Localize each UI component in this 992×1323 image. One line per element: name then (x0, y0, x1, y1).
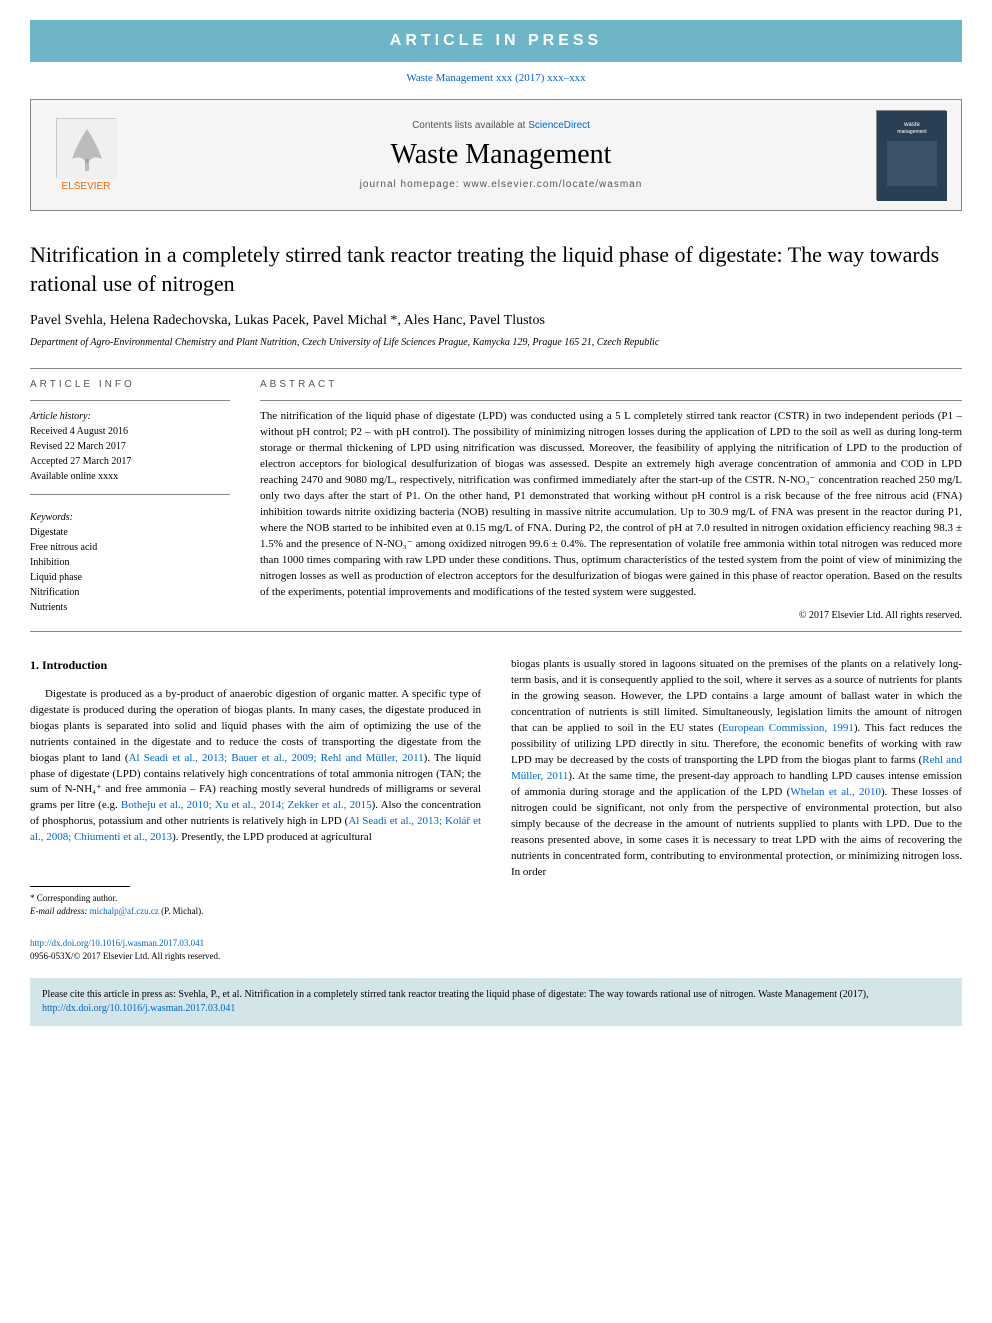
divider-bottom (30, 631, 962, 632)
keywords-divider (30, 494, 230, 495)
revised-date: Revised 22 March 2017 (30, 439, 230, 454)
accepted-date: Accepted 27 March 2017 (30, 454, 230, 469)
body-paragraph: Digestate is produced as a by-product of… (30, 687, 481, 846)
keywords-label: Keywords: (30, 510, 230, 525)
elsevier-label: ELSEVIER (62, 181, 111, 192)
article-info-column: ARTICLE INFO Article history: Received 4… (30, 379, 230, 621)
footer-divider (30, 886, 130, 887)
journal-header-center: Contents lists available at ScienceDirec… (126, 120, 876, 190)
email-line: E-mail address: michalp@af.czu.cz (P. Mi… (30, 905, 481, 918)
keyword-item: Inhibition (30, 555, 230, 570)
journal-header: ELSEVIER Contents lists available at Sci… (30, 99, 962, 211)
keyword-item: Free nitrous acid (30, 540, 230, 555)
divider-top (30, 368, 962, 369)
reference-link[interactable]: Whelan et al., 2010 (790, 786, 881, 798)
authors-line: Pavel Svehla, Helena Radechovska, Lukas … (30, 313, 962, 329)
body-column-right: biogas plants is usually stored in lagoo… (511, 657, 962, 917)
svg-text:management: management (897, 129, 927, 135)
info-abstract-row: ARTICLE INFO Article history: Received 4… (30, 379, 962, 621)
history-label: Article history: (30, 409, 230, 424)
cite-doi-link[interactable]: http://dx.doi.org/10.1016/j.wasman.2017.… (42, 1003, 235, 1014)
affiliation-line: Department of Agro-Environmental Chemist… (30, 337, 962, 348)
corresponding-author: * Corresponding author. (30, 892, 481, 905)
cite-article-box: Please cite this article in press as: Sv… (30, 978, 962, 1026)
elsevier-logo[interactable]: ELSEVIER (46, 110, 126, 200)
issn-copyright: 0956-053X/© 2017 Elsevier Ltd. All right… (30, 950, 962, 963)
journal-title: Waste Management (126, 139, 876, 171)
homepage-line: journal homepage: www.elsevier.com/locat… (126, 179, 876, 190)
info-divider (30, 400, 230, 401)
abstract-divider (260, 400, 962, 401)
email-label: E-mail address: (30, 906, 90, 916)
contents-line: Contents lists available at ScienceDirec… (126, 120, 876, 131)
email-suffix: (P. Michal). (159, 906, 204, 916)
keywords-block: Keywords: Digestate Free nitrous acid In… (30, 510, 230, 615)
body-paragraph: biogas plants is usually stored in lagoo… (511, 657, 962, 880)
keyword-item: Liquid phase (30, 570, 230, 585)
received-date: Received 4 August 2016 (30, 424, 230, 439)
keyword-item: Digestate (30, 525, 230, 540)
copyright-line: © 2017 Elsevier Ltd. All rights reserved… (260, 610, 962, 621)
article-in-press-banner: ARTICLE IN PRESS (30, 20, 962, 62)
abstract-column: ABSTRACT The nitrification of the liquid… (260, 379, 962, 621)
homepage-url[interactable]: www.elsevier.com/locate/wasman (463, 179, 642, 190)
homepage-prefix: journal homepage: (360, 179, 464, 190)
abstract-header: ABSTRACT (260, 379, 962, 390)
cite-text: Please cite this article in press as: Sv… (42, 989, 869, 1000)
available-date: Available online xxxx (30, 469, 230, 484)
doi-footer: http://dx.doi.org/10.1016/j.wasman.2017.… (30, 937, 962, 962)
body-column-left: 1. Introduction Digestate is produced as… (30, 657, 481, 917)
doi-link[interactable]: http://dx.doi.org/10.1016/j.wasman.2017.… (30, 938, 204, 948)
contents-prefix: Contents lists available at (412, 120, 528, 131)
article-info-header: ARTICLE INFO (30, 379, 230, 390)
reference-link[interactable]: European Commission, 1991 (722, 722, 854, 734)
article-title: Nitrification in a completely stirred ta… (30, 241, 962, 298)
journal-cover-thumbnail[interactable]: waste management (876, 110, 946, 200)
email-link[interactable]: michalp@af.czu.cz (90, 906, 159, 916)
citation-top-text[interactable]: Waste Management xxx (2017) xxx–xxx (406, 72, 585, 84)
sciencedirect-link[interactable]: ScienceDirect (528, 120, 590, 131)
history-block: Article history: Received 4 August 2016 … (30, 409, 230, 484)
elsevier-tree-icon (56, 118, 116, 178)
reference-link[interactable]: Botheju et al., 2010; Xu et al., 2014; Z… (121, 799, 372, 811)
page-container: ARTICLE IN PRESS Waste Management xxx (2… (0, 20, 992, 1026)
svg-text:waste: waste (903, 122, 920, 128)
footer-block: * Corresponding author. E-mail address: … (30, 886, 481, 917)
body-columns: 1. Introduction Digestate is produced as… (30, 657, 962, 917)
citation-top-line: Waste Management xxx (2017) xxx–xxx (0, 72, 992, 84)
reference-link[interactable]: Al Seadi et al., 2013; Bauer et al., 200… (129, 752, 424, 764)
section-heading: 1. Introduction (30, 657, 481, 674)
abstract-text: The nitrification of the liquid phase of… (260, 409, 962, 600)
banner-text: ARTICLE IN PRESS (390, 32, 602, 49)
keyword-item: Nutrients (30, 600, 230, 615)
keyword-item: Nitrification (30, 585, 230, 600)
